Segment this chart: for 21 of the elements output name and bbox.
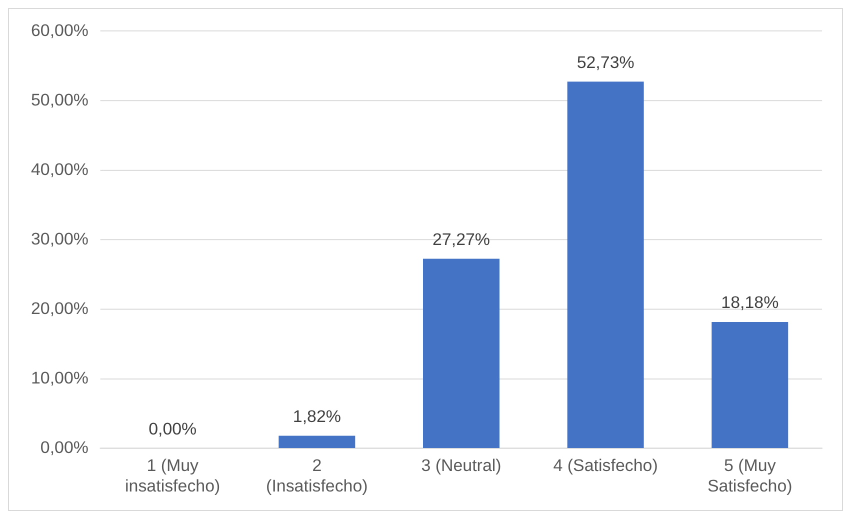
x-tick-label: 5 (Muy Satisfecho) bbox=[707, 456, 792, 496]
data-label: 18,18% bbox=[721, 293, 779, 312]
data-label: 0,00% bbox=[148, 420, 197, 439]
bar bbox=[712, 322, 788, 448]
y-tick-label: 0,00% bbox=[40, 438, 88, 458]
bar bbox=[567, 82, 644, 448]
y-tick-label: 20,00% bbox=[30, 299, 88, 318]
data-label: 1,82% bbox=[292, 407, 341, 426]
x-tick-label: 3 (Neutral) bbox=[421, 456, 502, 476]
y-tick-label: 30,00% bbox=[30, 229, 88, 248]
data-label: 52,73% bbox=[576, 52, 634, 72]
y-tick-label: 50,00% bbox=[30, 90, 88, 110]
x-tick-label: 1 (Muy insatisfecho) bbox=[125, 456, 220, 496]
y-tick-label: 40,00% bbox=[30, 160, 88, 179]
x-tick-label: 4 (Satisfecho) bbox=[553, 456, 658, 476]
y-tick-label: 10,00% bbox=[30, 368, 88, 388]
y-tick-label: 60,00% bbox=[30, 20, 88, 40]
bar bbox=[278, 436, 356, 448]
x-tick-label: 2 (Insatisfecho) bbox=[266, 456, 368, 496]
data-label: 27,27% bbox=[432, 230, 490, 250]
bar bbox=[423, 258, 500, 448]
